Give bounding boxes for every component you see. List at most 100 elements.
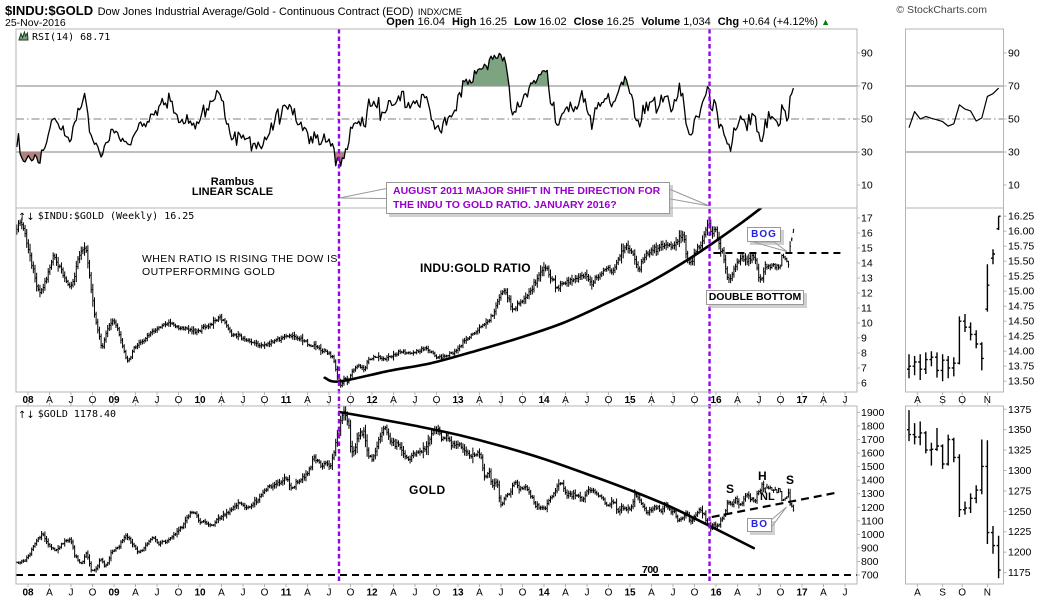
axis-label: A	[648, 588, 655, 599]
ratio-label: $INDU:$GOLD (Weekly) 16.25	[37, 211, 195, 222]
axis-label: N	[984, 588, 991, 599]
gold-neckline	[711, 491, 839, 519]
august-callout-text-2: THE INDU TO GOLD RATIO. JANUARY 2016?	[393, 198, 617, 211]
axis-label: A	[820, 395, 827, 406]
axis-label: J	[843, 588, 848, 599]
axis-label: J	[327, 588, 332, 599]
axis-label: 30	[1008, 147, 1020, 159]
axis-label: 90	[1008, 47, 1020, 59]
axis-label: 14.50	[1008, 316, 1034, 328]
axis-label: A	[132, 588, 139, 599]
axis-label: O	[605, 588, 613, 599]
ticker-symbol: $INDU:$GOLD	[5, 3, 94, 18]
indu-gold-ratio-label: INDU:GOLD RATIO	[420, 261, 531, 275]
axis-label: O	[519, 588, 527, 599]
axis-label: 1200	[1008, 547, 1032, 559]
axis-label: 13	[452, 395, 464, 406]
axis-label: O	[261, 395, 269, 406]
axis-label: S	[939, 588, 946, 599]
axis-label: 14	[538, 588, 550, 599]
axis-label: S	[939, 395, 946, 406]
panel-border-4	[905, 207, 1004, 393]
open-label: Open	[386, 16, 415, 28]
chg-label: Chg	[717, 16, 740, 28]
close-label: Close	[573, 16, 604, 28]
axis-label: 15.50	[1008, 256, 1034, 268]
axis-label: 1275	[1008, 485, 1032, 497]
axis-label: 1400	[861, 475, 885, 487]
up-triangle-icon: ▲	[821, 17, 830, 27]
volume-value: 1,034	[683, 16, 711, 28]
left-shoulder-letter: S	[726, 482, 735, 496]
gold-label: $GOLD 1178.40	[37, 409, 117, 420]
axis-label: 11	[281, 588, 292, 599]
high-value: 16.25	[479, 16, 508, 28]
axis-label: 50	[1008, 113, 1020, 125]
updown-arrows-icon: ↑↓	[18, 212, 35, 223]
axis-label: 1800	[861, 420, 885, 432]
low-value: 16.02	[539, 16, 567, 28]
august-2011-callout: AUGUST 2011 MAJOR SHIFT IN THE DIRECTION…	[386, 182, 670, 214]
axis-label: 9	[861, 333, 867, 345]
axis-label: O	[347, 588, 355, 599]
bog-callout-tail	[752, 241, 788, 252]
axis-label: A	[132, 395, 139, 406]
low-label: Low	[514, 16, 537, 28]
axis-label: O	[777, 395, 785, 406]
chg-value: +0.64 (+4.12%)	[742, 16, 819, 28]
rambus-line: Rambus	[210, 176, 255, 188]
axis-label: 1300	[1008, 465, 1032, 477]
axis-label: 17	[796, 588, 808, 599]
axis-label: 15.00	[1008, 286, 1034, 298]
axis-label: A	[914, 588, 921, 599]
axis-label: 50	[861, 113, 873, 125]
neckline-letters: NL	[760, 491, 775, 503]
axis-label: 16	[861, 228, 873, 240]
quote-date: 25-Nov-2016	[5, 17, 66, 29]
axis-label: J	[671, 588, 676, 599]
ratio-panel-label-row: ↑↓ $INDU:$GOLD (Weekly) 16.25	[18, 211, 194, 223]
axis-label: J	[241, 395, 246, 406]
axis-label: J	[585, 395, 590, 406]
head-letter: H	[758, 469, 767, 483]
axis-label: 6	[861, 378, 867, 390]
axis-label: 30	[861, 147, 873, 159]
axis-label: 70	[1008, 80, 1020, 92]
axis-label: A	[46, 588, 53, 599]
axis-label: 15	[624, 588, 636, 599]
axis-label: J	[241, 588, 246, 599]
axis-label: O	[89, 395, 97, 406]
axis-label: O	[958, 395, 966, 406]
axis-label: A	[562, 395, 569, 406]
ratio-ohlc-bars	[16, 217, 795, 388]
axis-label: J	[843, 395, 848, 406]
axis-label: A	[914, 395, 921, 406]
copyright: © StockCharts.com	[896, 4, 987, 16]
axis-label: J	[69, 588, 74, 599]
axis-label: O	[347, 395, 355, 406]
axis-label: O	[175, 395, 183, 406]
axis-label: O	[691, 395, 699, 406]
rsi-line	[16, 52, 795, 167]
axis-label: 14.75	[1008, 301, 1034, 313]
axis-label: A	[46, 395, 53, 406]
axis-label: 11	[861, 303, 872, 315]
axis-label: 13.50	[1008, 376, 1034, 388]
header-title-row: $INDU:$GOLD Dow Jones Industrial Average…	[5, 2, 1045, 18]
axis-label: J	[499, 588, 504, 599]
axis-label: J	[671, 395, 676, 406]
axis-label: 70	[861, 80, 873, 92]
axis-label: O	[175, 588, 183, 599]
axis-label: 1225	[1008, 526, 1032, 538]
gold-panel-label-row: ↑↓ $GOLD 1178.40	[18, 409, 116, 421]
axis-label: O	[958, 588, 966, 599]
axis-label: 10	[1008, 180, 1020, 192]
axis-label: O	[777, 588, 785, 599]
bo-callout-tail	[769, 506, 787, 531]
mini-rsi-line	[908, 87, 1000, 128]
axis-label: J	[757, 395, 762, 406]
axis-label: 16	[710, 395, 722, 406]
axis-label: 1175	[1008, 567, 1031, 579]
axis-label: 12	[366, 588, 378, 599]
